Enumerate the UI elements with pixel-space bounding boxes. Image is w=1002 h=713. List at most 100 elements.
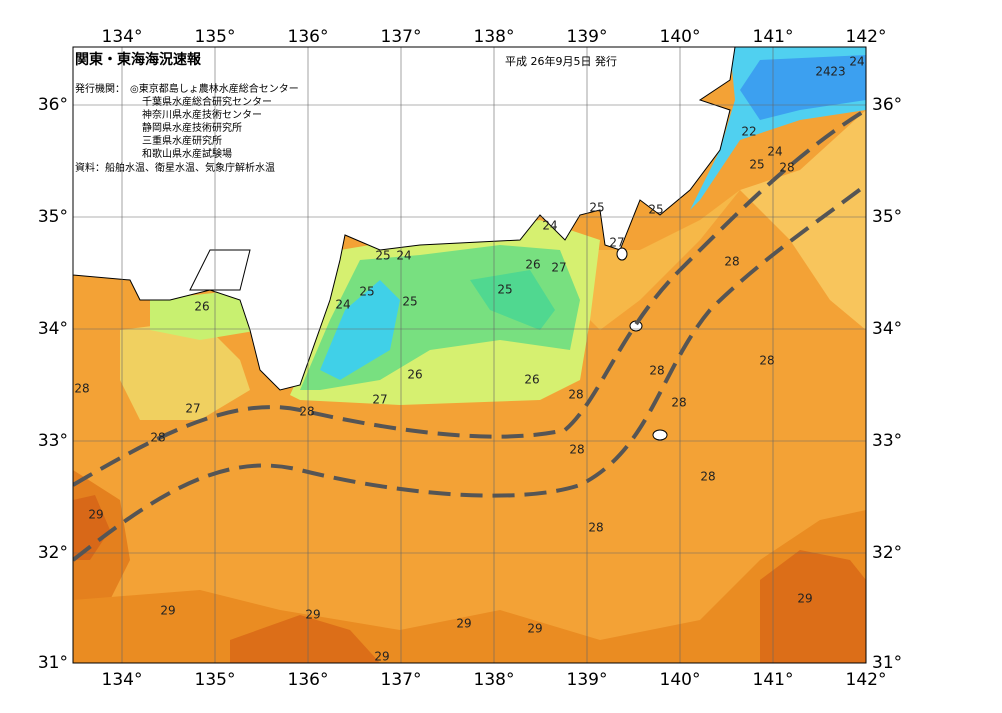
contour-label: 29	[305, 608, 320, 622]
lon-label: 136°	[288, 27, 329, 47]
lon-label: 134°	[102, 670, 143, 690]
warm-water	[73, 510, 866, 663]
lon-label: 142°	[846, 27, 887, 47]
issuer: 三重県水産研究所	[142, 134, 222, 147]
kuroshio-path	[73, 108, 866, 487]
contour-label: 24	[849, 55, 864, 69]
coastal-water	[150, 290, 260, 340]
lon-label: 138°	[474, 670, 515, 690]
kuroshio-path	[73, 183, 866, 562]
issuer: ◎東京都島しょ農林水産総合センター	[130, 82, 299, 95]
date: 平成 26年9月5日 発行	[505, 54, 617, 68]
contour-label: 29	[374, 650, 389, 664]
contour-label: 27	[609, 236, 624, 250]
contour-label: 25	[749, 158, 764, 172]
contour-label: 29	[527, 622, 542, 636]
contour-label: 28	[569, 443, 584, 457]
contour-label: 29	[797, 592, 812, 606]
contour-label: 27	[372, 393, 387, 407]
lat-label: 33°	[38, 431, 68, 451]
lat-label: 35°	[872, 207, 902, 227]
lat-label: 33°	[872, 431, 902, 451]
contour-label: 25	[359, 285, 374, 299]
warm-water	[760, 550, 866, 663]
contour-label: 26	[407, 368, 422, 382]
land	[189, 249, 251, 291]
contour-label: 28	[74, 382, 89, 396]
island	[616, 247, 628, 261]
source: 資料：船舶水温、衛星水温、気象庁解析水温	[75, 161, 275, 174]
frame	[72, 46, 867, 664]
contour-label: 25	[375, 249, 390, 263]
coastal-water	[470, 270, 555, 330]
lat-label: 34°	[38, 319, 68, 339]
lat-label: 32°	[38, 543, 68, 563]
lat-label: 31°	[38, 653, 68, 673]
issuer: 静岡県水産技術研究所	[142, 121, 242, 134]
contour-label: 27	[551, 261, 566, 275]
issuer: 千葉県水産総合研究センター	[142, 95, 272, 108]
contour-label: 28	[724, 255, 739, 269]
lon-label: 135°	[195, 670, 236, 690]
lat-label: 32°	[872, 543, 902, 563]
lon-label: 134°	[102, 27, 143, 47]
contour-label: 28	[649, 364, 664, 378]
warm-water	[73, 495, 110, 560]
cool-water	[560, 190, 740, 330]
coastal-water	[320, 280, 400, 380]
contour-label: 23	[830, 65, 845, 79]
issuer: 和歌山県水産試験場	[142, 147, 232, 160]
contour-label: 25	[648, 203, 663, 217]
lon-label: 136°	[288, 670, 329, 690]
map-body	[73, 47, 866, 663]
issuer-label: 発行機関：	[75, 82, 125, 95]
cold-water	[740, 55, 866, 120]
lon-label: 140°	[660, 670, 701, 690]
contour-label: 28	[671, 396, 686, 410]
contour-label: 24	[767, 145, 782, 159]
contour-label: 25	[402, 295, 417, 309]
lon-label: 141°	[753, 27, 794, 47]
contour-label: 28	[568, 388, 583, 402]
contour-label: 26	[194, 300, 209, 314]
lat-label: 31°	[872, 653, 902, 673]
contour-label: 24	[396, 249, 411, 263]
contour-label: 24	[335, 298, 350, 312]
contour-label: 28	[150, 431, 165, 445]
cool-water	[120, 320, 250, 420]
grid	[73, 47, 866, 663]
lon-label: 135°	[195, 27, 236, 47]
issuer: 神奈川県水産技術センター	[142, 108, 262, 121]
issuers: ◎東京都島しょ農林水産総合センター千葉県水産総合研究センター神奈川県水産技術セン…	[130, 82, 299, 160]
lat-label: 36°	[872, 95, 902, 115]
contour-label: 24	[815, 65, 830, 79]
lon-label: 137°	[381, 27, 422, 47]
contour-label: 29	[88, 508, 103, 522]
island	[652, 429, 668, 441]
labels: 134° 134° 135° 135° 136° 136° 137° 137° 138° 138°…	[38, 27, 902, 690]
lon-label: 140°	[660, 27, 701, 47]
title: 関東・東海海況速報	[75, 51, 202, 68]
contour-label: 22	[741, 125, 756, 139]
cool-water	[740, 110, 866, 330]
contour-label: 25	[589, 201, 604, 215]
lon-label: 141°	[753, 670, 794, 690]
lon-label: 139°	[567, 670, 608, 690]
contour-label: 28	[700, 470, 715, 484]
lat-label: 35°	[38, 207, 68, 227]
lat-label: 36°	[38, 95, 68, 115]
contour-label: 28	[299, 405, 314, 419]
contour-label: 27	[185, 402, 200, 416]
contour-label: 26	[524, 373, 539, 387]
warm-water	[230, 615, 380, 663]
lon-label: 137°	[381, 670, 422, 690]
contour-label: 25	[497, 283, 512, 297]
lat-label: 34°	[872, 319, 902, 339]
contour-label: 29	[456, 617, 471, 631]
contour-label: 26	[525, 258, 540, 272]
lon-label: 139°	[567, 27, 608, 47]
contour-label: 28	[588, 521, 603, 535]
contour-label: 28	[779, 161, 794, 175]
lon-label: 142°	[846, 670, 887, 690]
